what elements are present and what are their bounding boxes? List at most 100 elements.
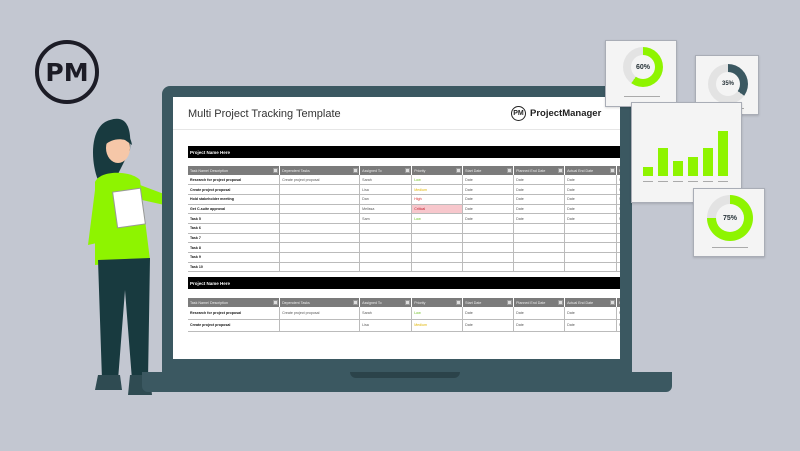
column-header[interactable]: Task Name/ Description <box>188 298 281 307</box>
column-header[interactable]: Priority <box>411 298 464 307</box>
table-cell[interactable] <box>564 252 618 263</box>
table-cell[interactable]: Date <box>564 204 618 215</box>
table-cell[interactable]: Date <box>462 213 515 224</box>
table-cell[interactable] <box>564 242 618 253</box>
filter-dropdown-icon[interactable] <box>405 300 411 305</box>
column-header[interactable]: Dependent Tasks <box>279 166 361 175</box>
table-cell[interactable]: Create project proposal <box>188 184 281 195</box>
table-cell[interactable] <box>462 252 515 263</box>
filter-dropdown-icon[interactable] <box>558 300 564 305</box>
filter-dropdown-icon[interactable] <box>610 300 616 305</box>
table-cell[interactable]: Date <box>513 213 566 224</box>
filter-dropdown-icon[interactable] <box>456 168 462 173</box>
table-cell[interactable]: Date <box>513 204 566 215</box>
table-cell[interactable]: Date <box>564 184 618 195</box>
table-cell[interactable]: Medium <box>411 319 464 332</box>
table-cell[interactable] <box>616 223 620 234</box>
table-cell[interactable]: Hold stakeholder meeting <box>188 194 281 205</box>
table-cell[interactable]: Task 8 <box>188 242 281 253</box>
table-cell[interactable] <box>564 233 618 244</box>
table-cell[interactable] <box>564 223 618 234</box>
table-cell[interactable]: $ <box>616 319 620 332</box>
column-header[interactable]: Priority <box>411 166 464 175</box>
table-cell[interactable] <box>462 242 515 253</box>
table-cell[interactable]: Sarah <box>359 175 413 186</box>
table-cell[interactable] <box>616 262 620 273</box>
table-cell[interactable] <box>359 252 413 263</box>
table-cell[interactable] <box>513 252 566 263</box>
column-header[interactable]: Task Name/ Description <box>188 166 281 175</box>
table-cell[interactable]: $ <box>616 194 620 205</box>
column-header[interactable]: Planned <box>616 298 620 307</box>
table-cell[interactable] <box>279 213 361 224</box>
table-cell[interactable]: Date <box>462 194 515 205</box>
column-header[interactable]: Actual End Date <box>564 298 618 307</box>
table-cell[interactable]: Low <box>411 307 464 320</box>
table-cell[interactable] <box>279 233 361 244</box>
table-cell[interactable]: Lisa <box>359 319 413 332</box>
column-header[interactable]: Actual End Date <box>564 166 618 175</box>
filter-dropdown-icon[interactable] <box>558 168 564 173</box>
table-cell[interactable] <box>279 262 361 273</box>
table-cell[interactable]: Research for project proposal <box>188 175 281 186</box>
table-cell[interactable]: Create project proposal <box>279 175 361 186</box>
table-cell[interactable]: $ <box>616 307 620 320</box>
table-cell[interactable] <box>616 242 620 253</box>
table-cell[interactable]: Critical <box>411 204 464 215</box>
table-cell[interactable]: Low <box>411 175 464 186</box>
table-cell[interactable]: Sarah <box>359 307 413 320</box>
table-cell[interactable] <box>279 319 361 332</box>
table-cell[interactable] <box>411 252 464 263</box>
filter-dropdown-icon[interactable] <box>405 168 411 173</box>
filter-dropdown-icon[interactable] <box>353 300 359 305</box>
table-cell[interactable]: Date <box>462 319 515 332</box>
table-cell[interactable]: Date <box>462 204 515 215</box>
table-cell[interactable] <box>279 184 361 195</box>
table-cell[interactable]: Create project proposal <box>279 307 361 320</box>
column-header[interactable]: Dependent Tasks <box>279 298 361 307</box>
table-cell[interactable]: Low <box>411 213 464 224</box>
filter-dropdown-icon[interactable] <box>456 300 462 305</box>
table-cell[interactable]: Sam <box>359 213 413 224</box>
table-cell[interactable] <box>359 223 413 234</box>
column-header[interactable]: Assigned To <box>359 298 413 307</box>
table-cell[interactable]: Lisa <box>359 184 413 195</box>
table-cell[interactable]: Date <box>462 307 515 320</box>
table-cell[interactable] <box>411 262 464 273</box>
table-cell[interactable]: Date <box>564 194 618 205</box>
table-cell[interactable] <box>513 262 566 273</box>
table-cell[interactable] <box>616 233 620 244</box>
table-cell[interactable] <box>279 252 361 263</box>
table-cell[interactable] <box>513 233 566 244</box>
table-cell[interactable]: Date <box>564 213 618 224</box>
table-cell[interactable]: Create project proposal <box>188 319 281 332</box>
table-cell[interactable]: Research for project proposal <box>188 307 281 320</box>
table-cell[interactable] <box>462 223 515 234</box>
table-cell[interactable]: Dan <box>359 194 413 205</box>
table-cell[interactable]: Date <box>462 175 515 186</box>
table-cell[interactable] <box>279 223 361 234</box>
table-cell[interactable] <box>359 262 413 273</box>
table-cell[interactable]: Date <box>564 175 618 186</box>
table-cell[interactable]: $ <box>616 175 620 186</box>
filter-dropdown-icon[interactable] <box>507 300 513 305</box>
filter-dropdown-icon[interactable] <box>273 168 279 173</box>
filter-dropdown-icon[interactable] <box>610 168 616 173</box>
table-cell[interactable]: Task 9 <box>188 252 281 263</box>
table-cell[interactable]: Get C-suite approval <box>188 204 281 215</box>
table-cell[interactable]: $ <box>616 213 620 224</box>
table-cell[interactable]: Medium <box>411 184 464 195</box>
table-cell[interactable] <box>411 233 464 244</box>
column-header[interactable]: Start Date <box>462 166 515 175</box>
table-cell[interactable] <box>513 223 566 234</box>
table-cell[interactable]: Date <box>513 319 566 332</box>
table-cell[interactable] <box>359 233 413 244</box>
table-cell[interactable] <box>513 242 566 253</box>
table-cell[interactable]: Date <box>462 184 515 195</box>
table-cell[interactable] <box>359 242 413 253</box>
table-cell[interactable]: Task 5 <box>188 213 281 224</box>
table-cell[interactable]: $ <box>616 204 620 215</box>
table-cell[interactable] <box>411 242 464 253</box>
table-cell[interactable] <box>564 262 618 273</box>
table-cell[interactable]: Date <box>564 319 618 332</box>
